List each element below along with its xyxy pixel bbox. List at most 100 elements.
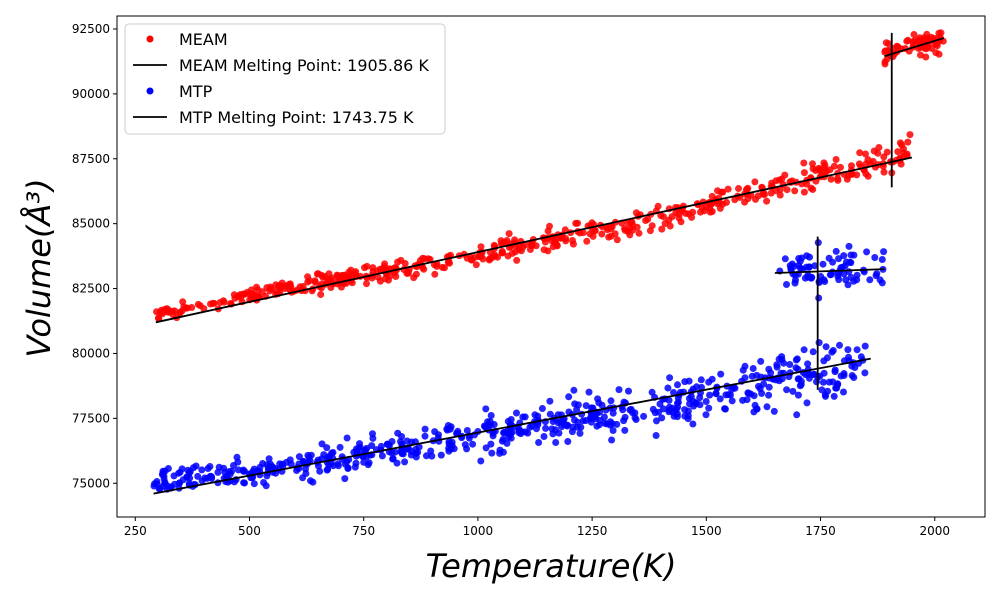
- data-point: [369, 430, 376, 438]
- data-point: [615, 386, 623, 394]
- data-point: [821, 278, 829, 285]
- data-point: [344, 464, 352, 472]
- data-point: [391, 448, 399, 456]
- data-point: [255, 293, 263, 301]
- data-point: [870, 147, 878, 155]
- legend-box: [124, 23, 446, 135]
- data-point: [689, 208, 697, 216]
- data-point: [265, 455, 273, 463]
- data-point: [156, 485, 164, 493]
- data-point: [535, 439, 543, 446]
- fit-line-meam-1: [884, 37, 945, 58]
- data-point: [316, 467, 324, 475]
- data-point: [239, 467, 247, 475]
- data-point: [659, 405, 667, 413]
- y-tick-label: 92500: [72, 22, 110, 36]
- data-point: [619, 406, 627, 414]
- data-point: [548, 425, 556, 433]
- data-point: [351, 270, 359, 278]
- data-point: [557, 234, 564, 242]
- data-point: [410, 274, 418, 282]
- data-point: [569, 237, 576, 244]
- data-point: [721, 405, 729, 413]
- data-point: [783, 186, 791, 194]
- data-point: [381, 275, 389, 283]
- data-point: [674, 398, 682, 406]
- data-point: [836, 341, 843, 349]
- data-point: [482, 444, 490, 452]
- data-point: [546, 222, 553, 230]
- data-point: [635, 229, 643, 237]
- data-point: [767, 369, 775, 377]
- data-point: [878, 279, 886, 287]
- data-point: [598, 230, 606, 238]
- y-tick-label: 75000: [72, 476, 110, 490]
- data-point: [702, 398, 710, 405]
- y-tick-label: 77500: [72, 411, 110, 425]
- data-point: [607, 397, 615, 405]
- legend-marker: [146, 35, 154, 43]
- data-point: [853, 271, 861, 279]
- data-point: [508, 249, 516, 257]
- x-tick-label: 500: [238, 524, 261, 538]
- data-point: [404, 269, 412, 277]
- x-tick-label: 1000: [463, 524, 494, 538]
- x-tick-label: 250: [124, 524, 147, 538]
- data-point: [228, 467, 236, 475]
- data-point: [664, 384, 672, 392]
- data-point: [834, 381, 842, 389]
- data-point: [866, 276, 874, 284]
- data-point: [392, 273, 400, 280]
- data-point: [445, 440, 453, 448]
- data-point: [324, 454, 332, 461]
- data-point: [820, 357, 828, 365]
- data-point: [591, 227, 599, 235]
- data-point: [341, 475, 349, 483]
- data-point: [829, 347, 837, 354]
- data-point: [237, 294, 245, 301]
- data-point: [794, 391, 802, 399]
- data-point: [572, 219, 580, 227]
- data-point: [389, 455, 397, 463]
- data-point: [681, 412, 689, 420]
- data-point: [856, 149, 864, 157]
- data-point: [164, 465, 172, 472]
- data-point: [658, 414, 666, 422]
- data-point: [302, 465, 309, 473]
- data-point: [804, 370, 812, 378]
- data-point: [632, 209, 640, 217]
- data-point: [230, 291, 238, 299]
- data-point: [175, 479, 183, 487]
- data-point: [482, 405, 490, 413]
- data-point: [625, 387, 632, 395]
- y-tick-label: 82500: [72, 282, 110, 296]
- data-point: [835, 255, 843, 263]
- data-point: [565, 408, 573, 416]
- data-point: [751, 401, 759, 409]
- data-point: [861, 342, 869, 350]
- data-point: [540, 246, 548, 254]
- data-point: [541, 238, 549, 246]
- data-point: [845, 242, 853, 250]
- data-point: [807, 274, 815, 282]
- data-point: [385, 442, 393, 450]
- data-point: [363, 262, 371, 270]
- data-point: [513, 256, 521, 264]
- data-point: [834, 272, 842, 280]
- data-point: [467, 253, 475, 261]
- data-point: [783, 281, 790, 288]
- data-point: [542, 424, 550, 432]
- data-point: [880, 153, 888, 161]
- data-point: [519, 413, 527, 421]
- data-point: [463, 427, 471, 434]
- data-point: [412, 445, 420, 453]
- data-point: [735, 185, 742, 192]
- y-tick-label: 85000: [72, 217, 110, 231]
- data-point: [503, 237, 511, 244]
- data-point: [472, 261, 480, 269]
- data-point: [207, 300, 214, 308]
- data-point: [705, 404, 713, 412]
- data-point: [765, 383, 773, 391]
- data-point: [810, 370, 818, 378]
- data-point: [220, 464, 228, 472]
